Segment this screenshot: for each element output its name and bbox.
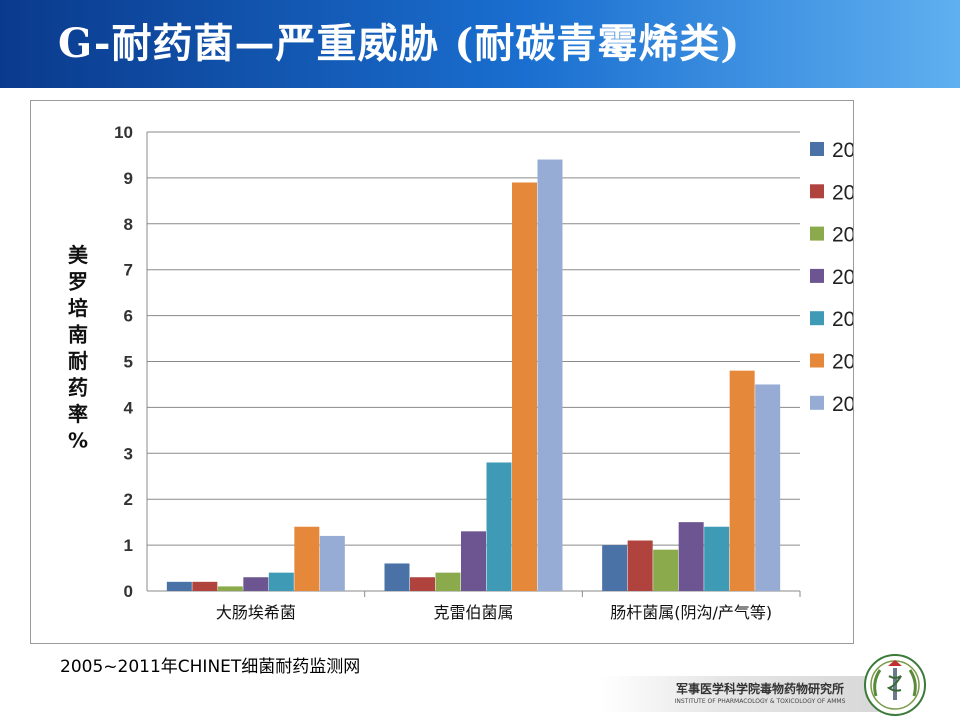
bar-2007-3 [653,549,679,591]
legend-label: 2006 [832,181,853,204]
x-category-label: 大肠埃希菌 [216,603,296,622]
legend-swatch-2007 [810,226,824,241]
y-axis-label-char: 耐 [68,349,88,373]
bar-2006-2 [410,577,435,591]
y-tick-label: 8 [124,215,133,234]
bar-2006-1 [192,581,218,591]
y-tick-label: 9 [124,169,133,188]
bar-2011-1 [319,535,345,591]
title-banner [0,0,960,88]
bar-2011-3 [755,384,781,591]
bar-2009-3 [704,526,730,591]
institute-name-en: INSTITUTE OF PHARMACOLOGY & TOXICOLOGY O… [674,698,846,705]
legend-label: 2005 [832,139,853,162]
footer-bar [600,676,900,712]
legend-swatch-2010 [810,353,824,368]
bar-2007-2 [435,572,461,591]
bar-2010-3 [729,370,755,591]
y-tick-label: 5 [124,353,133,372]
legend-label: 2011 [832,393,853,416]
y-axis-label-char: 率 [68,402,88,426]
y-tick-label: 1 [124,536,133,555]
legend-swatch-2011 [810,395,824,410]
legend-swatch-2005 [810,142,824,156]
bar-2008-3 [678,522,704,591]
bar-2008-1 [243,577,269,591]
y-tick-label: 6 [124,307,133,326]
institute-name: 军事医学科学院毒物药物研究所 [675,682,844,696]
bar-2007-1 [217,586,243,591]
legend-label: 2008 [832,266,853,289]
chart-frame: 0 1 2 3 4 5 6 7 8 9 10 大肠埃希菌 克雷伯菌属 肠杆菌属(阴沟/产气等) 美罗培南耐药… [30,100,854,644]
bar-2009-2 [486,462,512,591]
bar-2005-1 [166,581,192,591]
legend-label: 2010 [832,351,853,374]
y-tick-label: 4 [124,398,134,417]
y-axis-label-char: 药 [68,376,88,400]
y-tick-label: 2 [124,490,133,509]
y-tick-label: 3 [124,444,133,463]
bar-2009-1 [268,572,294,591]
y-axis-label-char: 美 [68,243,89,267]
x-category-label: 克雷伯菌属 [433,603,513,622]
slide-title: G-耐药菌—严重威胁 (耐碳青霉烯类) [58,20,741,67]
bar-2005-2 [384,563,410,591]
legend-label: 2007 [832,224,853,247]
legend-swatch-2008 [810,268,824,283]
bar-2008-2 [461,531,486,591]
bar-2006-3 [627,540,653,591]
legend-swatch-2009 [810,311,824,326]
x-category-label: 肠杆菌属(阴沟/产气等) [610,603,772,622]
legend-label: 2009 [832,308,853,331]
y-tick-label: 0 [124,582,133,601]
legend-swatch-2006 [810,184,824,199]
bar-2011-2 [537,159,563,591]
institute-emblem-icon [864,654,926,716]
y-tick-label: 7 [124,261,133,280]
bar-chart: 0 1 2 3 4 5 6 7 8 9 10 大肠埃希菌 克雷伯菌属 肠杆菌属(阴沟/产气等) 美罗培南耐药… [68,123,853,622]
source-note: 2005~2011年CHINET细菌耐药监测网 [60,657,361,677]
y-axis-label-char: 罗 [68,270,88,294]
bar-2010-2 [512,182,537,591]
bar-2005-3 [602,545,628,591]
y-tick-label: 10 [114,123,133,142]
y-axis-label-char: 南 [68,323,88,347]
y-axis-label-char: 培 [68,296,88,320]
bar-2010-1 [294,526,320,591]
y-axis-label-char: % [68,429,88,453]
